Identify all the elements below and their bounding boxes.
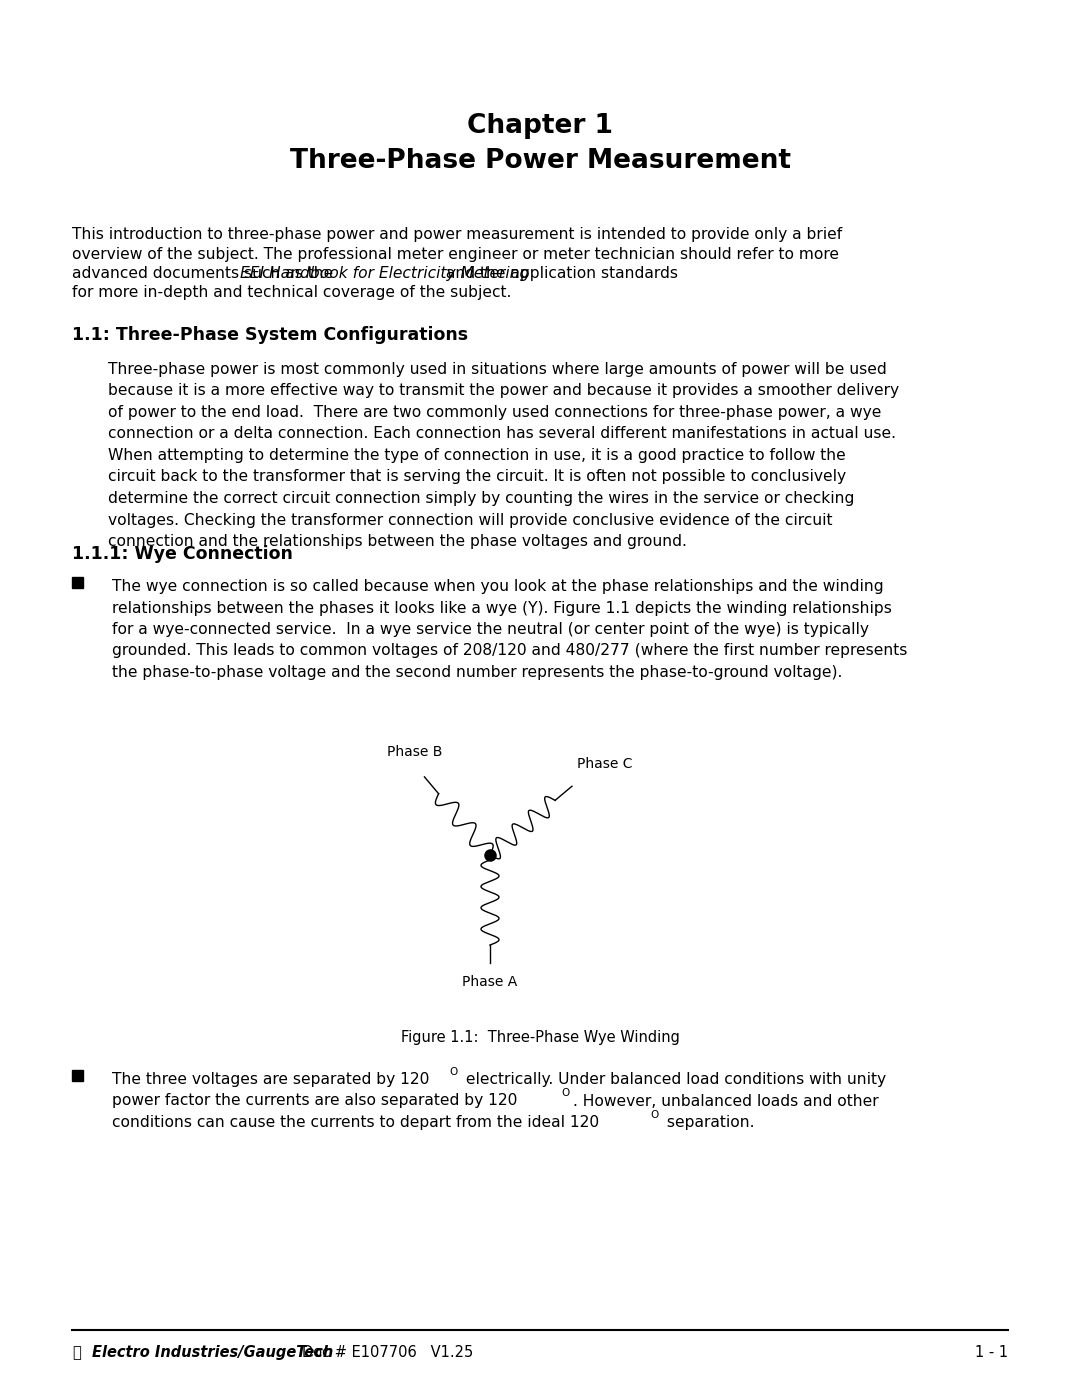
Text: advanced documents such as the: advanced documents such as the <box>72 265 338 281</box>
Text: Three-phase power is most commonly used in situations where large amounts of pow: Three-phase power is most commonly used … <box>108 362 887 377</box>
Text: The wye connection is so called because when you look at the phase relationships: The wye connection is so called because … <box>112 578 883 594</box>
Text: connection and the relationships between the phase voltages and ground.: connection and the relationships between… <box>108 534 687 549</box>
Text: overview of the subject. The professional meter engineer or meter technician sho: overview of the subject. The professiona… <box>72 246 839 261</box>
Text: for a wye-connected service.  In a wye service the neutral (or center point of t: for a wye-connected service. In a wye se… <box>112 622 869 637</box>
Text: Doc # E107706   V1.25: Doc # E107706 V1.25 <box>302 1345 473 1361</box>
Text: grounded. This leads to common voltages of 208/120 and 480/277 (where the first : grounded. This leads to common voltages … <box>112 644 907 658</box>
Text: circuit back to the transformer that is serving the circuit. It is often not pos: circuit back to the transformer that is … <box>108 469 846 485</box>
Text: the phase-to-phase voltage and the second number represents the phase-to-ground : the phase-to-phase voltage and the secon… <box>112 665 842 680</box>
Text: This introduction to three-phase power and power measurement is intended to prov: This introduction to three-phase power a… <box>72 226 842 242</box>
Text: Chapter 1: Chapter 1 <box>467 113 613 138</box>
Text: power factor the currents are also separated by 120: power factor the currents are also separ… <box>112 1094 517 1108</box>
Text: Figure 1.1:  Three-Phase Wye Winding: Figure 1.1: Three-Phase Wye Winding <box>401 1030 679 1045</box>
Text: 1.1.1: Wye Connection: 1.1.1: Wye Connection <box>72 545 293 563</box>
Text: Three-Phase Power Measurement: Three-Phase Power Measurement <box>289 148 791 175</box>
Text: relationships between the phases it looks like a wye (Y). Figure 1.1 depicts the: relationships between the phases it look… <box>112 601 892 616</box>
Bar <box>72 577 83 588</box>
Text: separation.: separation. <box>662 1115 755 1130</box>
Text: because it is a more effective way to transmit the power and because it provides: because it is a more effective way to tr… <box>108 384 900 398</box>
Text: EEI Handbook for Electricity Metering: EEI Handbook for Electricity Metering <box>241 265 530 281</box>
Text: . However, unbalanced loads and other: . However, unbalanced loads and other <box>573 1094 879 1108</box>
Text: connection or a delta connection. Each connection has several different manifest: connection or a delta connection. Each c… <box>108 426 896 441</box>
Text: Phase A: Phase A <box>462 975 517 989</box>
Text: determine the correct circuit connection simply by counting the wires in the ser: determine the correct circuit connection… <box>108 490 854 506</box>
Text: conditions can cause the currents to depart from the ideal 120: conditions can cause the currents to dep… <box>112 1115 599 1130</box>
Text: Phase C: Phase C <box>577 757 633 771</box>
Text: Phase B: Phase B <box>387 745 442 759</box>
Text: O: O <box>650 1111 658 1120</box>
Text: for more in-depth and technical coverage of the subject.: for more in-depth and technical coverage… <box>72 285 511 300</box>
Text: Ⓠ: Ⓠ <box>72 1345 81 1361</box>
Text: of power to the end load.  There are two commonly used connections for three-pha: of power to the end load. There are two … <box>108 405 881 420</box>
Text: voltages. Checking the transformer connection will provide conclusive evidence o: voltages. Checking the transformer conne… <box>108 513 833 528</box>
Text: O: O <box>561 1088 569 1098</box>
Bar <box>72 1070 83 1081</box>
Text: 1 - 1: 1 - 1 <box>975 1345 1008 1361</box>
Text: O: O <box>449 1067 457 1077</box>
Text: and the application standards: and the application standards <box>442 265 678 281</box>
Text: When attempting to determine the type of connection in use, it is a good practic: When attempting to determine the type of… <box>108 448 846 462</box>
Text: The three voltages are separated by 120: The three voltages are separated by 120 <box>112 1071 430 1087</box>
Text: 1.1: Three-Phase System Configurations: 1.1: Three-Phase System Configurations <box>72 326 468 344</box>
Text: Electro Industries/GaugeTech: Electro Industries/GaugeTech <box>92 1345 334 1361</box>
Text: electrically. Under balanced load conditions with unity: electrically. Under balanced load condit… <box>461 1071 886 1087</box>
